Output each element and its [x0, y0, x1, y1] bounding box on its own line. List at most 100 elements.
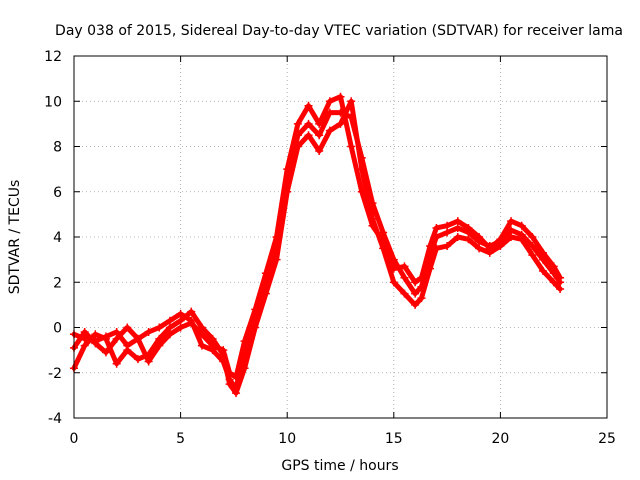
data-series	[70, 92, 565, 398]
data-point	[417, 273, 426, 282]
data-point	[539, 248, 548, 257]
y-tick-label: -2	[48, 366, 62, 382]
data-point	[411, 278, 420, 287]
data-point	[144, 357, 153, 366]
x-tick-label: 15	[385, 431, 403, 447]
data-point	[261, 269, 270, 278]
data-point	[187, 307, 196, 316]
y-tick-label: -4	[48, 411, 62, 427]
axis-ticks: 0 5 10 15 20 25 -4 -2 0 2 4 6 8 10 12	[44, 49, 616, 447]
data-point	[219, 346, 228, 355]
data-point	[208, 341, 217, 350]
data-point	[517, 221, 526, 230]
data-point	[304, 131, 313, 140]
x-tick-label: 10	[278, 431, 296, 447]
x-tick-label: 25	[598, 431, 616, 447]
data-point	[517, 235, 526, 244]
y-tick-label: 6	[53, 185, 62, 201]
data-point	[80, 341, 89, 350]
data-point	[225, 368, 234, 377]
data-point	[549, 278, 558, 287]
data-point	[539, 266, 548, 275]
data-point	[176, 309, 185, 318]
data-point	[357, 187, 366, 196]
data-point	[325, 97, 334, 106]
data-point	[272, 255, 281, 264]
data-point	[304, 101, 313, 110]
data-point	[417, 294, 426, 303]
data-point	[197, 341, 206, 350]
data-point	[123, 323, 132, 332]
data-point	[389, 278, 398, 287]
data-point	[165, 323, 174, 332]
data-point	[232, 389, 241, 398]
data-point	[197, 330, 206, 339]
data-point	[426, 242, 435, 251]
data-point	[549, 262, 558, 271]
data-point	[197, 323, 206, 332]
data-point	[101, 334, 110, 343]
data-point	[304, 119, 313, 128]
data-point	[496, 235, 505, 244]
y-tick-label: 4	[53, 230, 62, 246]
data-point	[251, 323, 260, 332]
data-point	[400, 262, 409, 271]
data-point	[443, 242, 452, 251]
data-point	[112, 328, 121, 337]
data-point	[283, 165, 292, 174]
data-point	[368, 221, 377, 230]
data-point	[240, 337, 249, 346]
data-point	[240, 364, 249, 373]
chart-title: Day 038 of 2015, Sidereal Day-to-day VTE…	[55, 23, 623, 39]
data-point	[556, 285, 565, 294]
data-point	[315, 147, 324, 156]
data-point	[432, 223, 441, 232]
data-point	[528, 251, 537, 260]
data-point	[464, 223, 473, 232]
data-point	[251, 305, 260, 314]
data-point	[453, 233, 462, 241]
data-point	[528, 242, 537, 251]
y-tick-label: 2	[53, 275, 62, 291]
data-point	[293, 119, 302, 128]
x-axis-label: GPS time / hours	[281, 458, 398, 474]
y-axis-label: SDTVAR / TECUs	[7, 180, 23, 295]
data-point	[91, 339, 100, 348]
data-point	[411, 289, 420, 298]
y-tick-label: 0	[53, 321, 62, 337]
data-point	[475, 244, 484, 253]
data-point	[325, 126, 334, 135]
data-point	[80, 328, 89, 337]
data-point	[101, 348, 110, 357]
data-point	[155, 323, 164, 332]
x-tick-label: 5	[176, 431, 185, 447]
data-point	[272, 233, 281, 241]
data-point	[91, 330, 100, 339]
data-point	[155, 341, 164, 350]
y-tick-label: 10	[44, 94, 62, 110]
data-point	[347, 97, 356, 106]
data-point	[336, 119, 345, 128]
data-point	[293, 142, 302, 151]
data-point	[144, 328, 153, 337]
data-point	[176, 323, 185, 332]
data-point	[507, 233, 516, 241]
data-point	[496, 242, 505, 251]
data-point	[357, 165, 366, 174]
data-point	[232, 373, 241, 382]
data-point	[133, 355, 142, 364]
data-point	[528, 233, 537, 241]
x-tick-label: 20	[491, 431, 509, 447]
data-point	[400, 273, 409, 282]
data-point	[389, 264, 398, 273]
series-trace-c	[70, 92, 565, 382]
data-point	[123, 346, 132, 355]
x-tick-label: 0	[70, 431, 79, 447]
data-point	[426, 264, 435, 273]
data-point	[112, 359, 121, 368]
data-point	[379, 228, 388, 237]
data-point	[432, 244, 441, 253]
data-point	[133, 334, 142, 343]
data-point	[556, 273, 565, 282]
data-point	[464, 235, 473, 244]
